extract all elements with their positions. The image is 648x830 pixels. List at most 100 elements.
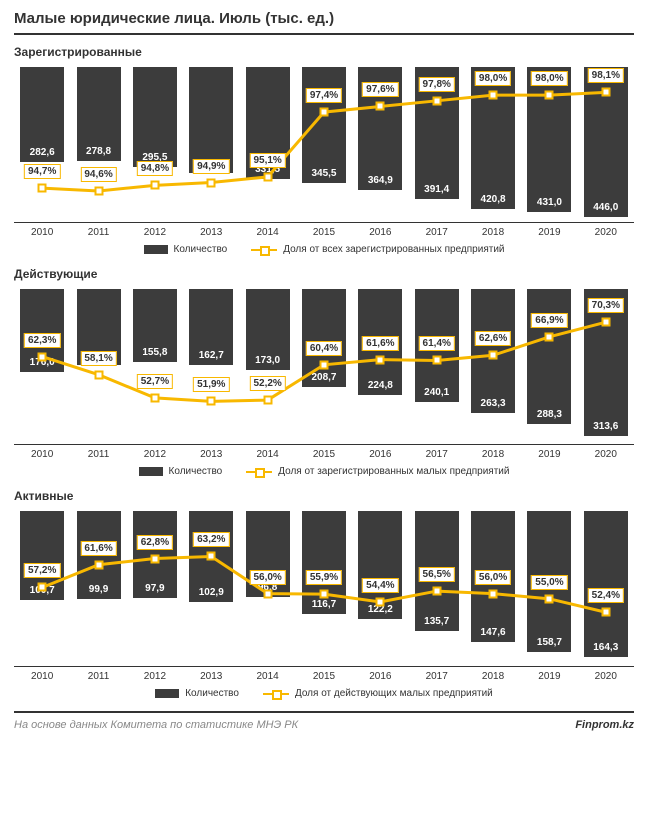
- legend-label-line: Доля от зарегистрированных малых предпри…: [278, 466, 509, 477]
- x-tick-label: 2010: [14, 223, 70, 238]
- line-marker: [38, 352, 47, 361]
- chart-legend: КоличествоДоля от всех зарегистрированны…: [14, 244, 634, 255]
- line-marker: [432, 356, 441, 365]
- x-tick-label: 2016: [352, 223, 408, 238]
- line-marker: [545, 332, 554, 341]
- x-axis: 2010201120122013201420152016201720182019…: [14, 666, 634, 682]
- chart-subtitle: Активные: [14, 489, 634, 503]
- line-percent-label: 58,1%: [80, 351, 116, 366]
- x-tick-label: 2015: [296, 223, 352, 238]
- line-percent-label: 54,4%: [362, 578, 398, 593]
- line-percent-label: 66,9%: [531, 313, 567, 328]
- x-tick-label: 2017: [409, 667, 465, 682]
- line-marker: [601, 318, 610, 327]
- line-marker: [489, 91, 498, 100]
- line-percent-label: 62,3%: [24, 333, 60, 348]
- x-tick-label: 2019: [521, 667, 577, 682]
- line-percent-label: 94,8%: [137, 161, 173, 176]
- line-marker: [94, 187, 103, 196]
- line-percent-label: 52,4%: [588, 588, 624, 603]
- line-marker: [150, 554, 159, 563]
- line-marker: [207, 178, 216, 187]
- x-tick-label: 2020: [578, 445, 634, 460]
- line-percent-label: 98,0%: [531, 71, 567, 86]
- x-tick-label: 2011: [70, 445, 126, 460]
- chart-plot: 282,6278,8295,5313,8331,5345,5364,9391,4…: [14, 67, 634, 222]
- page-title: Малые юридические лица. Июль (тыс. ед.): [14, 10, 634, 35]
- line-marker: [263, 172, 272, 181]
- chart-block: Активные 100,799,997,9102,996,8116,7122,2…: [14, 489, 634, 699]
- line-percent-label: 97,6%: [362, 82, 398, 97]
- line-percent-label: 97,8%: [419, 77, 455, 92]
- line-percent-label: 55,9%: [306, 570, 342, 585]
- x-axis: 2010201120122013201420152016201720182019…: [14, 222, 634, 238]
- line-marker: [263, 589, 272, 598]
- line-percent-label: 62,8%: [137, 535, 173, 550]
- x-tick-label: 2017: [409, 445, 465, 460]
- chart-block: Действующие 176,0162,0155,8162,7173,0208,…: [14, 267, 634, 477]
- legend-label-bar: Количество: [174, 244, 228, 255]
- line-percent-label: 98,0%: [475, 71, 511, 86]
- x-tick-label: 2015: [296, 667, 352, 682]
- x-tick-label: 2020: [578, 667, 634, 682]
- line-marker: [320, 590, 329, 599]
- line-percent-label: 94,9%: [193, 159, 229, 174]
- line-percent-label: 94,6%: [80, 167, 116, 182]
- line-percent-label: 98,1%: [588, 68, 624, 83]
- line-marker: [94, 370, 103, 379]
- x-tick-label: 2013: [183, 445, 239, 460]
- x-tick-label: 2020: [578, 223, 634, 238]
- legend-swatch-line: [246, 467, 272, 477]
- line-marker: [94, 560, 103, 569]
- x-tick-label: 2018: [465, 667, 521, 682]
- line-marker: [545, 91, 554, 100]
- line-marker: [320, 108, 329, 117]
- line-percent-label: 61,6%: [80, 541, 116, 556]
- legend-swatch-bar: [155, 689, 179, 698]
- line-marker: [207, 397, 216, 406]
- chart-plot: 176,0162,0155,8162,7173,0208,7224,8240,1…: [14, 289, 634, 444]
- x-tick-label: 2011: [70, 223, 126, 238]
- x-tick-label: 2013: [183, 223, 239, 238]
- line-marker: [545, 594, 554, 603]
- line-marker: [376, 355, 385, 364]
- line-percent-label: 52,7%: [137, 374, 173, 389]
- line-percent-label: 63,2%: [193, 532, 229, 547]
- line-marker: [432, 96, 441, 105]
- charts-container: Зарегистрированные 282,6278,8295,5313,833…: [14, 45, 634, 699]
- line-percent-label: 55,0%: [531, 575, 567, 590]
- legend-swatch-line: [263, 689, 289, 699]
- x-tick-label: 2019: [521, 223, 577, 238]
- x-tick-label: 2018: [465, 223, 521, 238]
- line-percent-label: 95,1%: [249, 153, 285, 168]
- x-axis: 2010201120122013201420152016201720182019…: [14, 444, 634, 460]
- x-tick-label: 2016: [352, 667, 408, 682]
- line-percent-label: 57,2%: [24, 563, 60, 578]
- line-percent-label: 56,0%: [249, 570, 285, 585]
- line-marker: [320, 360, 329, 369]
- x-tick-label: 2015: [296, 445, 352, 460]
- chart-subtitle: Зарегистрированные: [14, 45, 634, 59]
- legend-swatch-line: [251, 245, 277, 255]
- chart-subtitle: Действующие: [14, 267, 634, 281]
- x-tick-label: 2019: [521, 445, 577, 460]
- chart-plot: 100,799,997,9102,996,8116,7122,2135,7147…: [14, 511, 634, 666]
- line-marker: [489, 589, 498, 598]
- line-percent-label: 70,3%: [588, 298, 624, 313]
- legend-swatch-bar: [139, 467, 163, 476]
- line-marker: [601, 88, 610, 97]
- x-tick-label: 2010: [14, 667, 70, 682]
- x-tick-label: 2012: [127, 445, 183, 460]
- chart-block: Зарегистрированные 282,6278,8295,5313,833…: [14, 45, 634, 255]
- line-marker: [38, 583, 47, 592]
- line-percent-label: 61,4%: [419, 336, 455, 351]
- source-text: На основе данных Комитета по статистике …: [14, 719, 298, 731]
- x-tick-label: 2017: [409, 223, 465, 238]
- line-percent-label: 56,0%: [475, 570, 511, 585]
- x-tick-label: 2011: [70, 667, 126, 682]
- line-marker: [207, 552, 216, 561]
- brand-text: Finprom.kz: [575, 719, 634, 731]
- line-percent-label: 52,2%: [249, 376, 285, 391]
- line-percent-label: 51,9%: [193, 377, 229, 392]
- line-percent-label: 60,4%: [306, 341, 342, 356]
